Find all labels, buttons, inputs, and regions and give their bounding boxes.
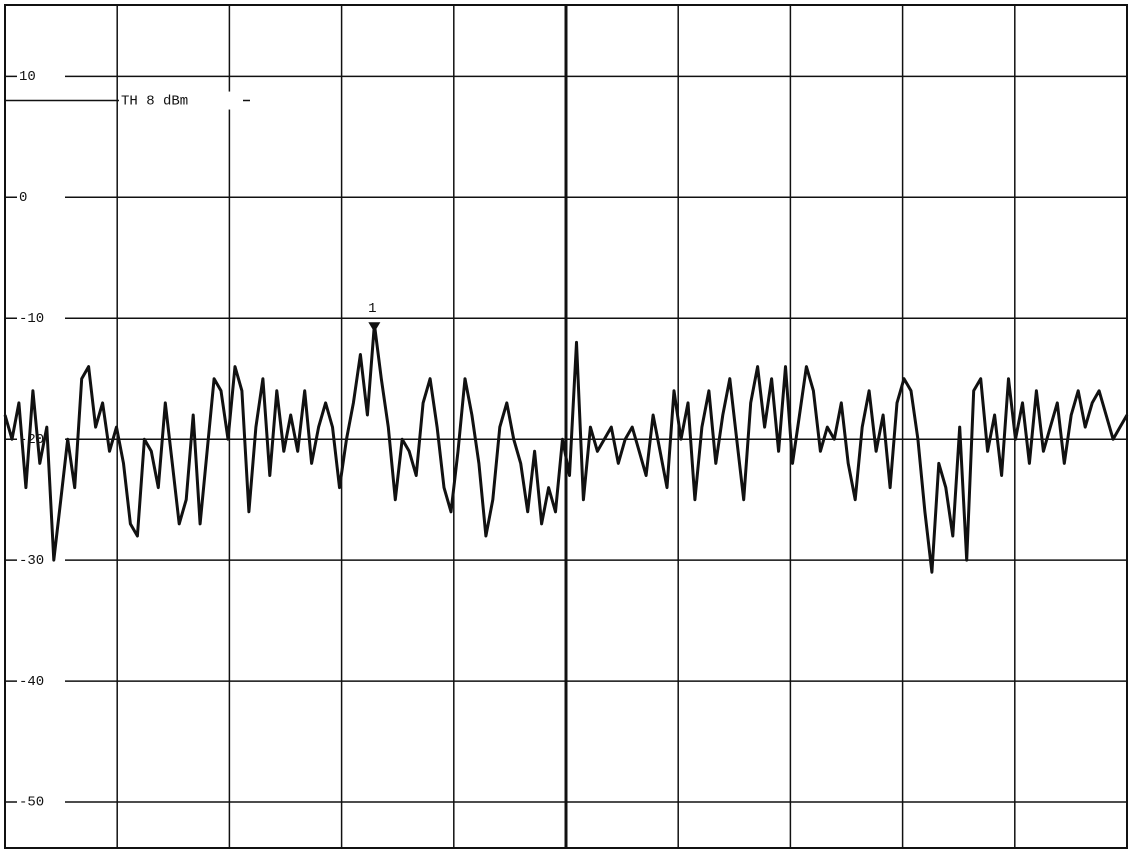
y-tick-label: -10	[19, 311, 44, 327]
threshold-label: TH 8 dBm	[121, 93, 188, 109]
tick-label-bg	[17, 794, 65, 811]
y-tick-label: 0	[19, 190, 27, 206]
marker-label: 1	[368, 301, 376, 317]
y-tick-label: 10	[19, 69, 36, 85]
threshold-label-bg	[119, 91, 243, 110]
tick-label-bg	[17, 310, 65, 327]
tick-label-bg	[17, 68, 65, 85]
tick-label-bg	[17, 189, 65, 206]
y-tick-label: -30	[19, 553, 44, 569]
marker	[368, 322, 381, 333]
tick-label-bg	[17, 673, 65, 690]
trace	[3, 322, 1129, 574]
y-tick-label: -50	[19, 795, 44, 811]
y-tick-label: -40	[19, 674, 44, 690]
